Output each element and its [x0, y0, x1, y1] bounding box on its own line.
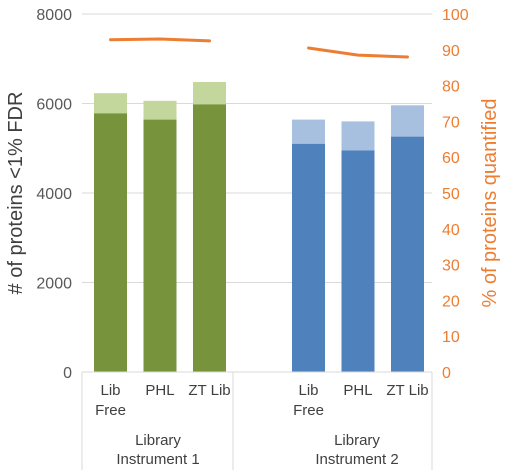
axes — [81, 371, 433, 470]
bar-base-segment — [292, 143, 325, 372]
percent-quantified-line — [109, 37, 211, 43]
bar-top-segment — [94, 93, 127, 114]
bars — [94, 82, 424, 373]
category-label: Lib — [100, 382, 120, 399]
right-tick-label: 10 — [442, 329, 460, 346]
category-label: ZT Lib — [188, 382, 230, 399]
bar-base-segment — [391, 136, 424, 372]
category-label: Lib — [298, 382, 318, 399]
right-tick-label: 50 — [442, 186, 460, 203]
right-tick-label: 80 — [442, 79, 460, 96]
percent-lines — [109, 37, 409, 59]
left-tick-label: 4000 — [36, 186, 72, 203]
left-axis-label: # of proteins <1% FDR — [5, 92, 27, 295]
category-label: PHL — [343, 382, 372, 399]
bar-base-segment — [94, 113, 127, 372]
right-tick-label: 90 — [442, 43, 460, 60]
category-label: PHL — [145, 382, 174, 399]
right-tick-label: 70 — [442, 114, 460, 131]
left-tick-label: 6000 — [36, 97, 72, 114]
right-tick-label: 20 — [442, 293, 460, 310]
right-tick-label: 30 — [442, 258, 460, 275]
left-tick-label: 2000 — [36, 276, 72, 293]
right-tick-label: 100 — [442, 7, 469, 24]
bar-top-segment — [193, 82, 226, 105]
gridlines — [82, 13, 432, 283]
left-axis-ticks: 0 2000 4000 6000 8000 — [36, 7, 72, 382]
left-tick-label: 8000 — [36, 7, 72, 24]
right-tick-label: 60 — [442, 150, 460, 167]
group-label: Library — [334, 432, 380, 449]
group-label-line2: Instrument 1 — [116, 451, 199, 468]
category-label: ZT Lib — [386, 382, 428, 399]
bar-base-segment — [143, 119, 177, 372]
bar-top-segment — [391, 105, 424, 137]
bar-top-segment — [341, 121, 375, 151]
right-tick-label: 40 — [442, 222, 460, 239]
percent-quantified-line — [307, 46, 409, 59]
bar-base-segment — [193, 104, 226, 373]
bar-top-segment — [292, 119, 325, 144]
category-label-line2: Free — [293, 402, 324, 419]
group-label-line2: Instrument 2 — [315, 451, 398, 468]
right-axis-label: % of proteins quantified — [479, 98, 501, 307]
group-label: Library — [135, 432, 181, 449]
bar-top-segment — [143, 100, 177, 120]
right-tick-label: 0 — [442, 365, 451, 382]
right-axis-ticks: 0 10 20 30 40 50 60 70 80 90 100 — [442, 7, 469, 382]
left-tick-label: 0 — [63, 365, 72, 382]
bar-base-segment — [341, 150, 375, 372]
category-labels: Lib Free PHL ZT Lib Library Instrument 1 Lib Fr… — [95, 382, 429, 468]
category-label-line2: Free — [95, 402, 126, 419]
